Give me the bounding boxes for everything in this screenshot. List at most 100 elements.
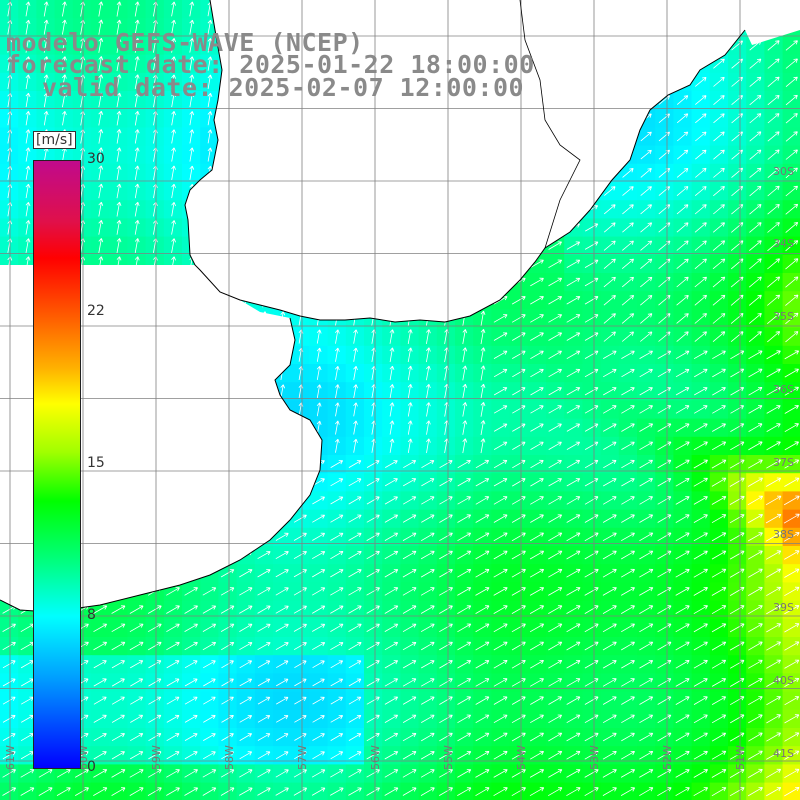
wind-cell (691, 527, 711, 547)
wind-arrow (402, 787, 417, 796)
wind-cell (582, 309, 602, 329)
wind-cell (655, 382, 674, 401)
wind-cell (509, 709, 529, 729)
wind-arrow (207, 56, 213, 71)
wind-cell (345, 564, 365, 583)
wind-cell (436, 655, 456, 674)
wind-cell (418, 455, 438, 474)
wind-arrow (749, 131, 762, 142)
wind-cell (618, 254, 638, 274)
wind-arrow (134, 74, 140, 90)
wind-cell (527, 418, 547, 438)
wind-arrow (116, 201, 122, 217)
wind-arrow (767, 149, 780, 160)
wind-cell (273, 728, 292, 747)
longitude-labels: 61W 60W 59W 58W 57W 56W 55W 54W 53W 52W 51W (4, 745, 747, 770)
wind-arrow (548, 332, 563, 341)
wind-cell (436, 582, 456, 602)
wind-cell (709, 309, 729, 329)
wind-cell (709, 273, 729, 292)
wind-arrow (676, 186, 689, 197)
wind-arrow (711, 750, 727, 760)
wind-arrow (713, 113, 725, 124)
wind-arrow (711, 496, 727, 505)
wind-cell (673, 455, 693, 474)
wind-cell (364, 655, 383, 674)
wind-cell (345, 473, 365, 492)
wind-cell (345, 673, 365, 693)
wind-arrow (566, 605, 581, 614)
wind-cell (291, 728, 310, 747)
wind-arrow (330, 660, 344, 669)
wind-cell (491, 382, 511, 401)
wind-arrow (275, 587, 289, 596)
wind-arrow (43, 38, 49, 53)
wind-arrow (312, 678, 325, 687)
wind-arrow (621, 295, 635, 306)
wind-arrow (640, 313, 653, 324)
wind-cell (564, 309, 583, 329)
wind-cell (145, 600, 165, 620)
wind-arrow (657, 568, 672, 578)
wind-cell (728, 400, 747, 420)
wind-arrow (529, 641, 544, 651)
wind-arrow (384, 641, 399, 651)
wind-cell (637, 327, 656, 347)
wind-arrow (529, 769, 545, 778)
wind-arrow (348, 696, 362, 705)
wind-cell (491, 400, 511, 420)
wind-arrow (61, 111, 67, 126)
wind-arrow (330, 460, 344, 468)
wind-arrow (439, 532, 453, 542)
wind-cell (491, 345, 511, 365)
wind-arrow (480, 365, 486, 381)
wind-cell (200, 637, 219, 656)
wind-cell (509, 455, 529, 474)
wind-arrow (566, 568, 581, 578)
wind-arrow (511, 496, 526, 505)
wind-cell (673, 655, 693, 674)
wind-cell (527, 382, 547, 401)
wind-cell (491, 564, 511, 583)
wind-arrow (93, 660, 107, 669)
wind-arrow (530, 441, 544, 450)
wind-cell (746, 163, 765, 183)
wind-arrow (171, 220, 176, 235)
wind-arrow (366, 587, 380, 596)
wind-cell (436, 564, 456, 583)
wind-arrow (316, 366, 322, 380)
wind-cell (673, 273, 693, 292)
wind-cell (673, 582, 693, 602)
wind-cell (582, 673, 602, 693)
wind-cell (436, 491, 456, 511)
wind-cell (637, 637, 656, 656)
wind-cell (691, 254, 711, 274)
wind-arrow (621, 441, 635, 450)
wind-cell (600, 618, 620, 638)
wind-arrow (111, 605, 126, 614)
wind-arrow (695, 113, 707, 124)
wind-arrow (620, 641, 635, 651)
wind-cell (709, 345, 729, 365)
wind-cell (327, 618, 347, 638)
wind-arrow (602, 550, 617, 560)
wind-cell (655, 254, 674, 274)
wind-arrow (407, 365, 413, 381)
wind-arrow (202, 787, 217, 796)
wind-cell (91, 728, 110, 747)
wind-arrow (602, 769, 617, 778)
wind-arrow (530, 459, 544, 469)
wind-arrow (548, 678, 563, 687)
wind-cell (637, 473, 656, 492)
wind-arrow (129, 769, 144, 778)
wind-cell (127, 600, 147, 620)
wind-arrow (584, 296, 599, 305)
wind-arrow (366, 550, 380, 560)
wind-cell (273, 546, 292, 565)
wind-arrow (421, 678, 435, 687)
wind-arrow (439, 514, 453, 523)
wind-arrow (584, 678, 599, 687)
wind-arrow (675, 478, 690, 487)
wind-arrow (785, 185, 798, 197)
wind-cell (491, 509, 511, 529)
